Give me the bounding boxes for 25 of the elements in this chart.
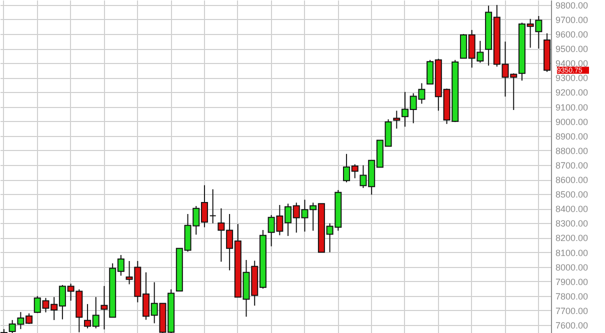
y-tick-label: 8700.00	[556, 160, 588, 170]
y-tick-label: 9100.00	[556, 102, 588, 112]
y-tick-label: 9000.00	[556, 116, 588, 127]
candlestick	[209, 188, 216, 224]
y-tick-label: 8200.00	[556, 233, 588, 244]
y-tick-label: 8000.00	[556, 262, 588, 272]
y-tick-label: 8600.00	[556, 175, 588, 186]
y-tick-label: 8100.00	[556, 248, 588, 258]
y-tick-label: 9400.00	[556, 58, 588, 69]
y-tick-label: 9700.00	[556, 14, 588, 25]
y-tick-label: 7700.00	[556, 306, 588, 316]
y-tick-label: 8900.00	[556, 131, 588, 142]
candlestick	[393, 110, 400, 130]
y-tick-label: 7900.00	[556, 276, 588, 287]
y-tick-label: 8400.00	[556, 204, 588, 214]
y-tick-label: 7600.00	[556, 320, 588, 330]
y-tick-label: 9300.00	[556, 73, 588, 84]
y-tick-label: 9800.00	[556, 0, 588, 10]
y-tick-label: 8500.00	[556, 190, 588, 200]
y-tick-label: 9500.00	[556, 44, 588, 54]
y-tick-label: 7800.00	[556, 291, 588, 302]
y-tick-label: 9600.00	[556, 30, 588, 40]
y-tick-label: 8800.00	[556, 146, 588, 156]
y-tick-label: 9200.00	[556, 88, 588, 98]
y-tick-label: 8300.00	[556, 218, 588, 229]
